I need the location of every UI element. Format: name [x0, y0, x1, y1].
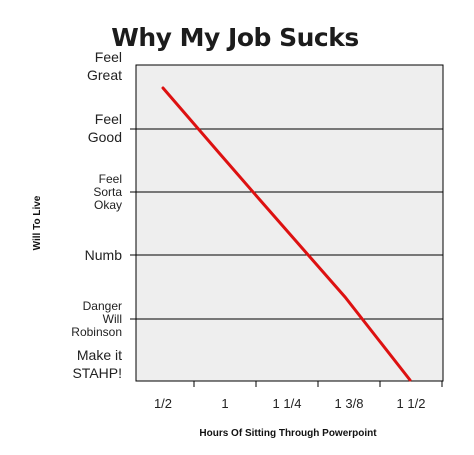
y-tick-label-5-1: STAHP!: [72, 365, 122, 381]
y-axis-label: Will To Live: [32, 195, 43, 250]
y-tick-labels: FeelGreatFeelGoodFeelSortaOkayNumbDanger…: [71, 49, 122, 381]
series-line-0: [161, 86, 412, 382]
x-tick-label-1: 1: [221, 396, 228, 411]
y-tick-label-2-2: Okay: [94, 198, 122, 212]
y-tick-label-2-1: Sorta: [93, 185, 122, 199]
x-axis-label: Hours Of Sitting Through Powerpoint: [199, 428, 377, 439]
y-tick-label-5-0: Make it: [77, 347, 122, 363]
chart-title: Why My Job Sucks: [111, 23, 358, 52]
grid-lines: [130, 128, 443, 387]
y-tick-label-4-2: Robinson: [71, 325, 122, 339]
x-tick-label-4: 1 1/2: [397, 396, 426, 411]
x-tick-labels: 1/2 1 1 1/4 1 3/8 1 1/2: [154, 396, 426, 411]
x-tick-label-3: 1 3/8: [335, 396, 364, 411]
x-tick-label-0: 1/2: [154, 396, 172, 411]
y-tick-label-4-1: Will: [103, 312, 122, 326]
plot-area: [135, 64, 444, 382]
y-tick-label-2-0: Feel: [99, 172, 122, 186]
y-tick-label-0-1: Great: [87, 67, 122, 83]
x-tick-label-2: 1 1/4: [273, 396, 302, 411]
y-tick-label-0-0: Feel: [95, 49, 122, 65]
y-tick-label-1-1: Good: [88, 129, 122, 145]
y-tick-label-4-0: Danger: [83, 299, 122, 313]
series-lines: [161, 86, 412, 382]
y-tick-label-3-0: Numb: [85, 247, 123, 263]
y-tick-label-1-0: Feel: [95, 111, 122, 127]
